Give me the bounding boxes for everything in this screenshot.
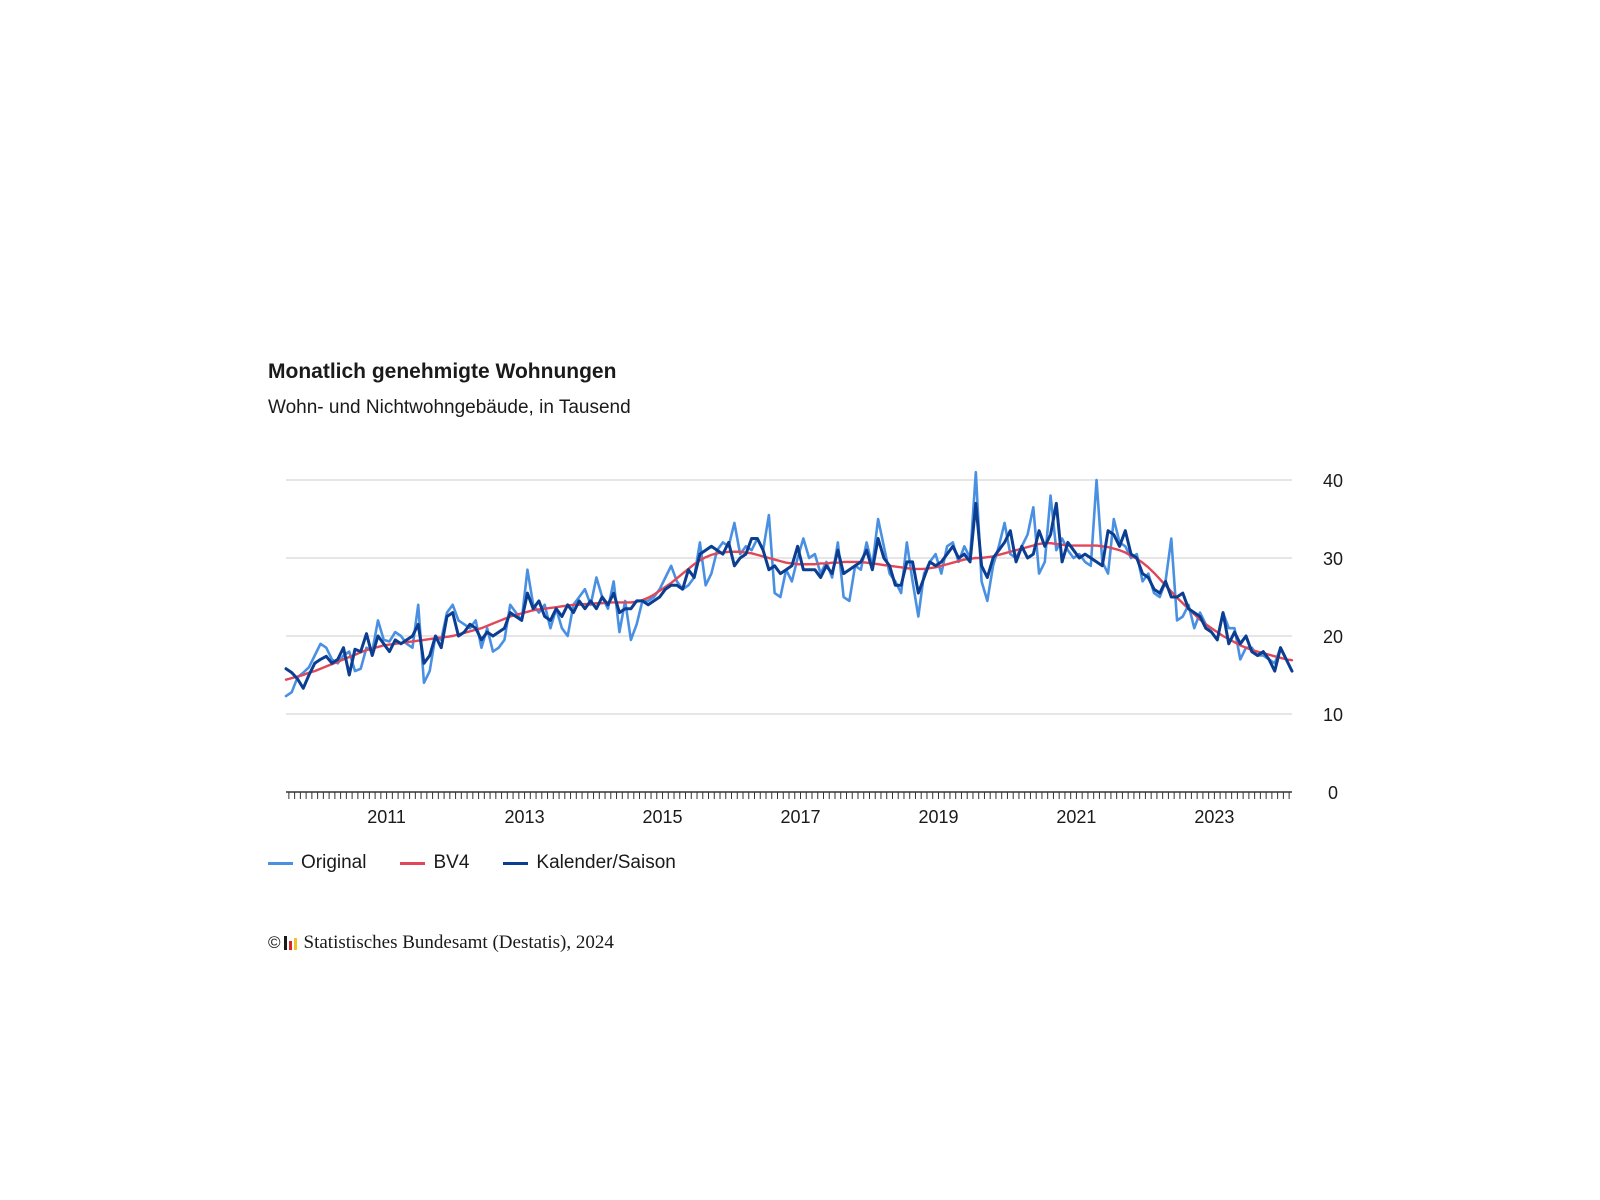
source-note: © Statistisches Bundesamt (Destatis), 20… xyxy=(268,932,614,954)
x-tick-label-2017: 2017 xyxy=(780,807,820,827)
legend-swatch-kalender-saison xyxy=(503,861,529,865)
logo-bar-3 xyxy=(293,938,297,950)
y-tick-label: 30 xyxy=(1323,549,1343,569)
x-tick-label-2023: 2023 xyxy=(1194,807,1234,827)
legend-label-kalender-saison: Kalender/Saison xyxy=(536,852,676,873)
legend-label-bv4: BV4 xyxy=(433,852,470,873)
legend-item-original[interactable]: Original xyxy=(268,852,366,874)
copyright-icon: © xyxy=(268,933,281,952)
series-original-line xyxy=(284,470,1294,698)
chart-legend: Original BV4 Kalender/Saison xyxy=(268,852,710,874)
y-axis-tick-labels: 0 10 20 30 40 xyxy=(1323,471,1343,803)
x-tick-label-2019: 2019 xyxy=(918,807,958,827)
y-tick-label: 0 xyxy=(1328,783,1338,803)
legend-label-original: Original xyxy=(301,852,367,873)
chart-title: Monatlich genehmigte Wohnungen xyxy=(268,360,617,383)
data-series xyxy=(284,470,1294,698)
x-tick-label-2011: 2011 xyxy=(367,807,406,827)
destatis-logo-icon xyxy=(283,936,298,950)
x-tick-label-2015: 2015 xyxy=(643,807,683,827)
legend-item-bv4[interactable]: BV4 xyxy=(400,852,469,874)
legend-swatch-original xyxy=(268,861,293,865)
x-tick-label-2021: 2021 xyxy=(1056,807,1096,827)
legend-item-kalender-saison[interactable]: Kalender/Saison xyxy=(503,852,676,874)
x-axis-tick-labels: 2011 2013 2015 2017 2019 2021 2023 xyxy=(367,807,1234,827)
y-tick-label: 20 xyxy=(1323,627,1343,647)
legend-swatch-bv4 xyxy=(400,861,426,865)
logo-bar-1 xyxy=(283,936,287,950)
series-kalender-saison-line xyxy=(284,501,1294,690)
logo-bar-2 xyxy=(288,941,292,950)
x-tick-label-2013: 2013 xyxy=(505,807,545,827)
source-text: Statistisches Bundesamt (Destatis), 2024 xyxy=(303,932,614,953)
y-tick-label: 10 xyxy=(1323,705,1343,725)
chart-subtitle: Wohn- und Nichtwohngebäude, in Tausend xyxy=(268,397,631,418)
series-bv4-line xyxy=(284,541,1294,681)
grid-lines xyxy=(286,479,1292,715)
x-axis xyxy=(286,791,1292,799)
y-tick-label: 40 xyxy=(1323,471,1343,491)
